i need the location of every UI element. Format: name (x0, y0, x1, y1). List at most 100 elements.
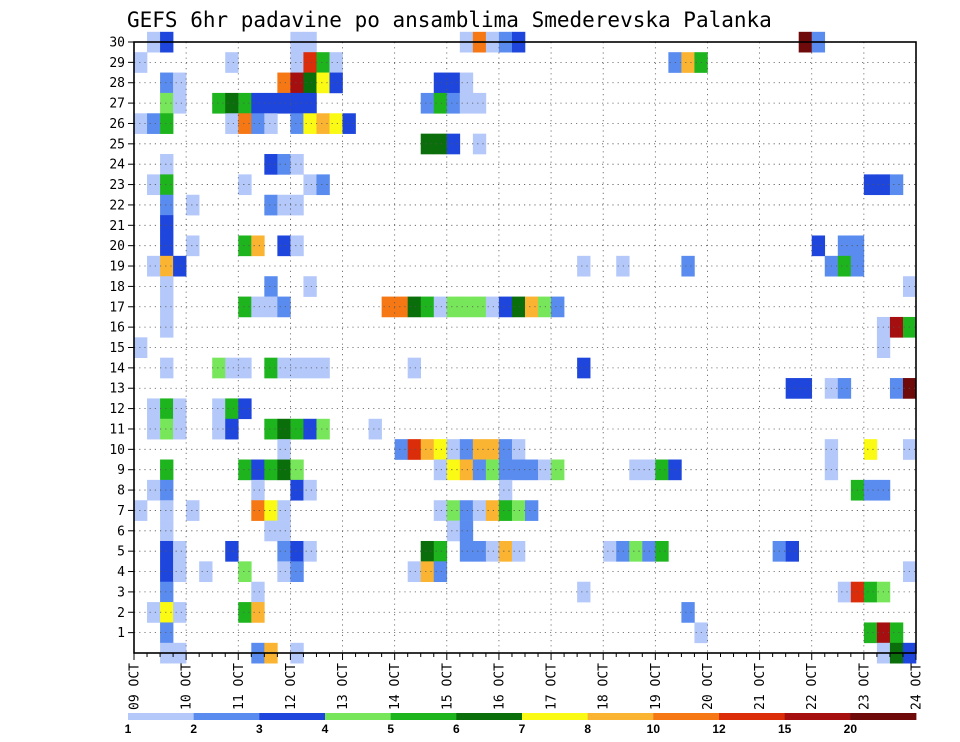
heatmap-cell (472, 133, 487, 155)
heatmap-cell (160, 357, 174, 379)
heatmap-cell (303, 418, 317, 440)
legend-swatch (653, 713, 720, 720)
y-tick-label: 23 (109, 178, 125, 193)
heatmap-cell (290, 194, 304, 216)
heatmap-cell (212, 92, 226, 114)
y-tick-label: 3 (117, 585, 125, 600)
heatmap-cell (147, 398, 161, 420)
heatmap-cell (446, 92, 461, 114)
legend-label: 2 (190, 722, 197, 736)
heatmap-cell (147, 174, 161, 196)
heatmap-cell (420, 133, 435, 155)
heatmap-cell (459, 92, 474, 114)
heatmap-cell (238, 174, 252, 196)
heatmap-cell (134, 52, 148, 73)
heatmap-cell (290, 72, 304, 94)
heatmap-cell (420, 296, 435, 318)
heatmap-cell (889, 174, 904, 196)
legend-label: 7 (519, 722, 526, 736)
heatmap-cell (238, 459, 252, 481)
heatmap-cell (603, 540, 617, 562)
heatmap-cell (277, 439, 291, 460)
heatmap-cell (433, 296, 448, 318)
heatmap-cell (134, 337, 148, 358)
y-tick-label: 24 (109, 158, 125, 173)
heatmap-cell (472, 459, 487, 481)
x-tick-label: 16 OCT (492, 663, 507, 710)
heatmap-cell (655, 459, 669, 481)
heatmap-cell (160, 194, 174, 216)
heatmap-cell (498, 500, 513, 521)
heatmap-cell (251, 235, 265, 257)
y-tick-label: 13 (109, 382, 125, 397)
y-tick-label: 19 (109, 260, 125, 275)
heatmap-cell (251, 92, 265, 114)
heatmap-cell (863, 581, 878, 603)
heatmap-cell (433, 439, 448, 460)
y-tick-label: 20 (109, 239, 125, 254)
heatmap-cell (160, 174, 174, 196)
heatmap-cell (277, 540, 291, 562)
heatmap-cell (681, 52, 695, 73)
heatmap-cell (446, 520, 461, 542)
heatmap-cell (329, 72, 343, 94)
legend-swatch (784, 713, 851, 720)
legend-label: 20 (844, 722, 858, 736)
heatmap-cell (225, 540, 239, 562)
heatmap-cell (316, 52, 330, 73)
heatmap-cell (459, 439, 474, 460)
heatmap-cell (264, 459, 278, 481)
heatmap-cell (290, 561, 304, 583)
legend-label: 3 (256, 722, 263, 736)
heatmap-cell (433, 500, 448, 521)
y-tick-label: 29 (109, 56, 125, 71)
x-tick-label: 11 OCT (232, 663, 247, 710)
heatmap-cell (459, 520, 474, 542)
x-tick-label: 22 OCT (805, 663, 820, 710)
heatmap-cell (394, 439, 408, 460)
heatmap-cell (407, 357, 422, 379)
legend-swatch (128, 713, 195, 720)
heatmap-cell (277, 194, 291, 216)
x-tick-label: 10 OCT (180, 663, 195, 710)
heatmap-cell (459, 500, 474, 521)
heatmap-cell (225, 92, 239, 114)
heatmap-cell (264, 520, 278, 542)
legend-label: 12 (712, 722, 726, 736)
heatmap-cell (277, 418, 291, 440)
legend-label: 8 (584, 722, 591, 736)
legend-swatch (719, 713, 786, 720)
heatmap-cell (525, 296, 539, 318)
heatmap-cell (303, 276, 317, 297)
y-tick-label: 12 (109, 402, 125, 417)
y-tick-label: 21 (109, 219, 125, 234)
heatmap-cell (538, 459, 552, 481)
x-tick-label: 14 OCT (388, 663, 403, 710)
heatmap-cell (290, 357, 304, 379)
heatmap-cell (277, 357, 291, 379)
heatmap-cell (134, 500, 148, 521)
heatmap-cell (264, 500, 278, 521)
heatmap-cell (264, 418, 278, 440)
heatmap-cell (889, 378, 904, 399)
heatmap-cell (251, 581, 265, 603)
heatmap-cell (472, 296, 487, 318)
heatmap-cell (551, 296, 565, 318)
heatmap-cell (538, 296, 552, 318)
x-tick-label: 17 OCT (545, 663, 560, 710)
legend-swatch (259, 713, 326, 720)
y-tick-label: 17 (109, 300, 125, 315)
heatmap-cell (277, 92, 291, 114)
heatmap-cell (160, 459, 174, 481)
heatmap-cell (225, 52, 239, 73)
heatmap-cell (511, 540, 526, 562)
heatmap-cell (160, 255, 174, 277)
heatmap-cell (498, 479, 513, 501)
heatmap-cell (889, 316, 904, 338)
heatmap-cell (525, 459, 539, 481)
heatmap-cell (173, 255, 187, 277)
heatmap-cell (160, 479, 174, 501)
y-tick-label: 18 (109, 280, 125, 295)
heatmap-cell (251, 602, 265, 623)
